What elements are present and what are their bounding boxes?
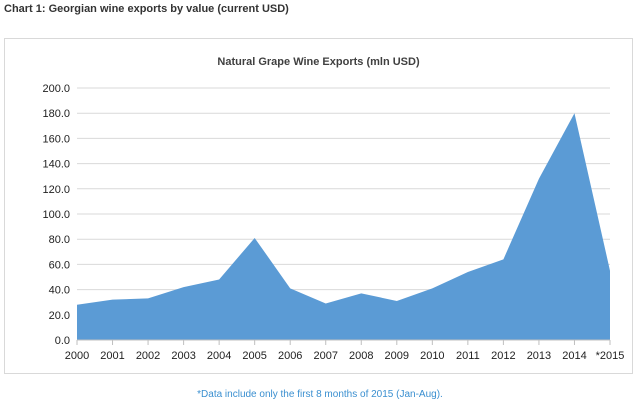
- y-tick-label: 80.0: [49, 234, 70, 246]
- y-tick-label: 20.0: [49, 310, 70, 322]
- x-tick-label: 2004: [207, 350, 231, 362]
- y-tick-label: 60.0: [49, 259, 70, 271]
- x-tick-label: 2000: [65, 350, 89, 362]
- area-chart: 0.0 20.0 40.0 60.0 80.0 100.0 120.0 140.0 160.0 1…: [42, 83, 625, 362]
- x-tick-label: 2001: [100, 350, 124, 362]
- y-tick-label: 120.0: [42, 184, 70, 196]
- x-tick-label: 2014: [562, 350, 586, 362]
- chart-frame: Natural Grape Wine Exports (mln USD) 0.0…: [4, 38, 633, 374]
- y-tick-label: 100.0: [42, 209, 70, 221]
- chart-title: Natural Grape Wine Exports (mln USD): [217, 56, 420, 68]
- x-tick-label: 2010: [420, 350, 444, 362]
- x-tick-label: 2013: [527, 350, 551, 362]
- y-tick-label: 200.0: [42, 83, 70, 95]
- x-tick-label: 2012: [491, 350, 515, 362]
- x-tick-label: 2008: [349, 350, 373, 362]
- x-axis-tick-labels: 2000 2001 2002 2003 2004 2005 2006 2007 2008 2009…: [65, 350, 625, 362]
- area-series-fill: [77, 113, 610, 340]
- y-tick-label: 140.0: [42, 159, 70, 171]
- x-tick-label: 2002: [136, 350, 160, 362]
- y-tick-label: 180.0: [42, 108, 70, 120]
- axes: [76, 339, 611, 345]
- x-tick-label: 2007: [313, 350, 337, 362]
- x-tick-label: 2011: [456, 350, 480, 362]
- area-series: [77, 113, 610, 340]
- x-tick-label: 2005: [242, 350, 266, 362]
- y-tick-label: 160.0: [42, 133, 70, 145]
- y-tick-label: 0.0: [55, 335, 70, 347]
- x-tick-label: *2015: [596, 350, 625, 362]
- footnote: *Data include only the first 8 months of…: [197, 389, 443, 400]
- y-axis-tick-labels: 0.0 20.0 40.0 60.0 80.0 100.0 120.0 140.0 160.0 1…: [42, 83, 70, 347]
- x-tick-label: 2009: [385, 350, 409, 362]
- y-tick-label: 40.0: [49, 285, 70, 297]
- page-heading: Chart 1: Georgian wine exports by value …: [4, 3, 289, 15]
- x-tick-label: 2006: [278, 350, 302, 362]
- x-tick-label: 2003: [171, 350, 195, 362]
